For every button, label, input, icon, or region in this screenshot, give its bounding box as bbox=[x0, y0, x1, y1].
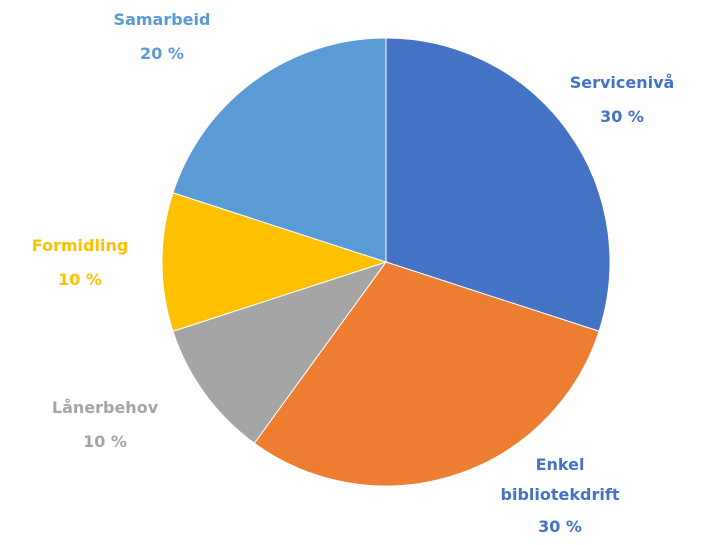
value-label: 30 % bbox=[538, 517, 582, 536]
value-label: 10 % bbox=[58, 270, 102, 289]
value-label: 30 % bbox=[600, 107, 644, 126]
slice-label: Enkel bibliotekdrift 30 % bbox=[490, 450, 630, 544]
slice-label: Samarbeid 20 % bbox=[114, 3, 211, 71]
slice-label: Servicenivå 30 % bbox=[570, 66, 675, 134]
pie-slice bbox=[385, 37, 611, 332]
slice-label: Lånerbehov 10 % bbox=[52, 391, 158, 459]
pie-slice bbox=[172, 261, 388, 444]
category-label: Samarbeid bbox=[113, 10, 211, 29]
category-label: Lånerbehov bbox=[51, 398, 159, 417]
value-label: 10 % bbox=[83, 432, 127, 451]
category-label: Enkel bibliotekdrift bbox=[500, 455, 620, 504]
category-label: Servicenivå bbox=[569, 73, 675, 92]
slice-label: Formidling 10 % bbox=[32, 229, 129, 297]
category-label: Formidling bbox=[31, 236, 129, 255]
value-label: 20 % bbox=[140, 44, 184, 63]
pie-slice bbox=[161, 192, 388, 332]
pie-slice bbox=[253, 261, 600, 487]
pie-slice bbox=[172, 37, 387, 263]
